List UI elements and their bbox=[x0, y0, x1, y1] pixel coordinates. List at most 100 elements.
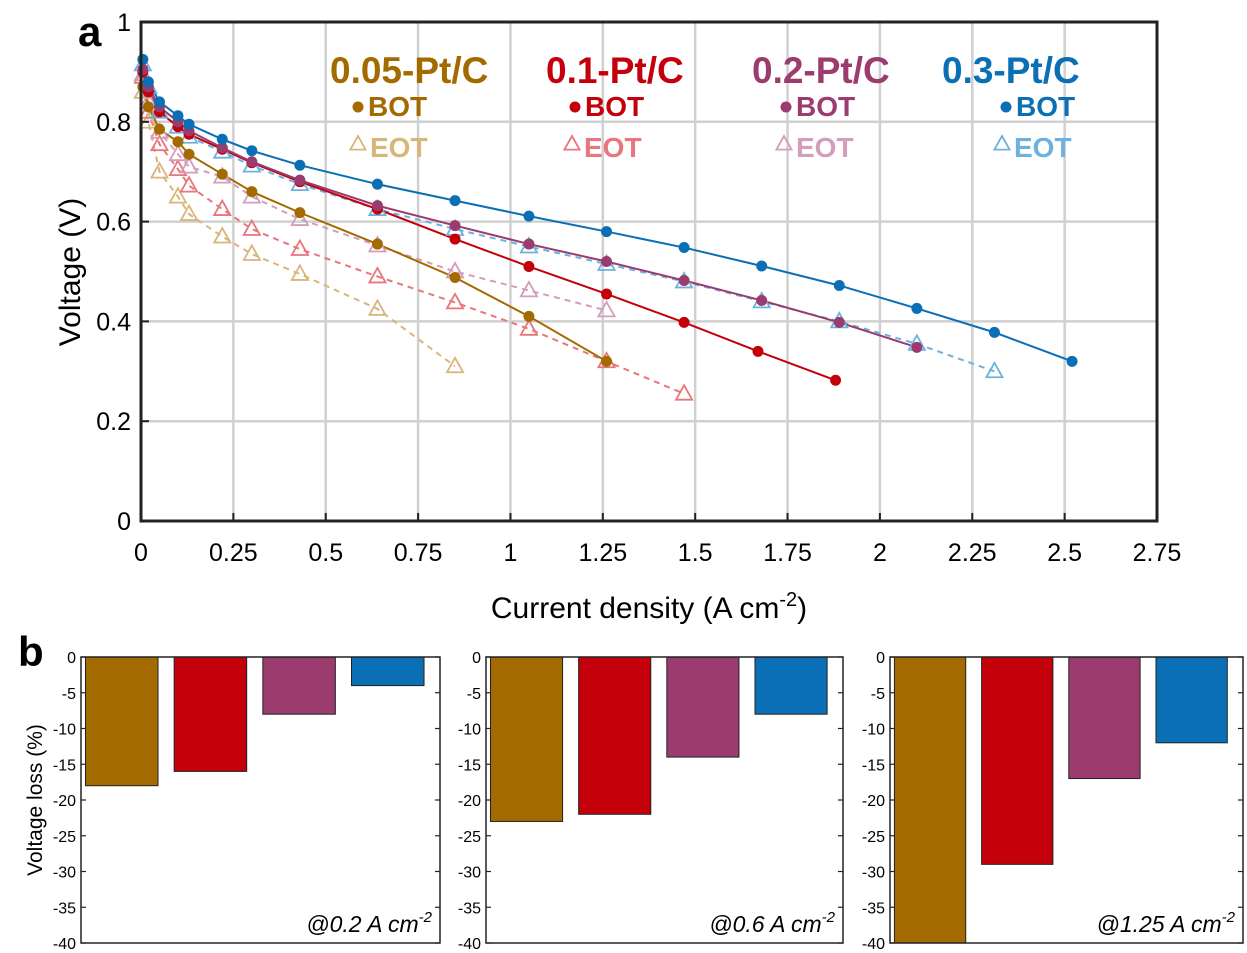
y-tick-label: -25 bbox=[458, 829, 481, 846]
bar-005PtC bbox=[489, 656, 564, 822]
data-point bbox=[172, 110, 184, 122]
data-point bbox=[294, 174, 306, 186]
data-point bbox=[246, 145, 258, 157]
annotation-sup: -2 bbox=[822, 909, 836, 926]
data-point bbox=[290, 238, 310, 256]
data-point bbox=[523, 238, 535, 250]
data-point bbox=[242, 243, 262, 261]
y-tick-label: -15 bbox=[458, 757, 481, 774]
data-point bbox=[523, 261, 535, 273]
data-point bbox=[242, 218, 262, 236]
data-point bbox=[212, 226, 232, 244]
x-axis-label-main: Current density (A cm bbox=[491, 592, 779, 625]
bar-02PtC bbox=[262, 656, 336, 715]
data-point bbox=[183, 118, 195, 130]
y-tick-label: -35 bbox=[862, 900, 885, 917]
data-point bbox=[988, 326, 1000, 338]
legend-eot-label: EOT bbox=[796, 132, 854, 163]
y-tick-label: 0.2 bbox=[96, 408, 131, 436]
x-tick-label: 0.25 bbox=[209, 539, 258, 567]
legend-eot-label: EOT bbox=[584, 132, 642, 163]
annotation-sup: -2 bbox=[1222, 909, 1236, 926]
bar-01PtC bbox=[173, 656, 248, 772]
legend-bot-marker bbox=[569, 101, 581, 113]
x-tick-label: 1 bbox=[504, 539, 518, 567]
x-tick-label: 1.25 bbox=[578, 539, 627, 567]
x-tick-label: 1.5 bbox=[678, 539, 713, 567]
y-tick-label: -15 bbox=[862, 757, 885, 774]
data-point bbox=[216, 142, 228, 154]
data-point bbox=[519, 280, 539, 298]
condition-annotation: @0.6 A cm-2 bbox=[709, 909, 835, 937]
data-point bbox=[149, 161, 170, 179]
bar-subplot: 0 -5 -10 -15 -20 -25 -30 -35 -40 @0.2 A cm-2 bbox=[53, 650, 441, 953]
bar-005PtC bbox=[893, 656, 967, 944]
data-point bbox=[678, 274, 690, 286]
data-point bbox=[523, 210, 535, 222]
y-tick-label: -20 bbox=[862, 793, 885, 810]
data-point bbox=[172, 136, 184, 148]
data-point bbox=[371, 200, 383, 212]
y-tick-label: 0.8 bbox=[96, 109, 131, 137]
bar-03PtC bbox=[1155, 656, 1228, 744]
data-point bbox=[678, 316, 690, 328]
y-tick-label: -10 bbox=[458, 722, 481, 739]
plot-frame bbox=[139, 20, 1159, 523]
data-point bbox=[179, 175, 199, 193]
data-point bbox=[830, 374, 842, 386]
data-point bbox=[756, 294, 768, 306]
data-point bbox=[216, 133, 228, 145]
data-point bbox=[752, 345, 764, 357]
annotation-main: @1.25 A cm bbox=[1096, 911, 1221, 937]
bar-03PtC bbox=[351, 656, 425, 687]
panel-b-bar-charts: b Voltage loss (%) 0-5-10-15-20-25-30-35… bbox=[18, 628, 1244, 953]
data-point bbox=[294, 207, 306, 219]
condition-annotation: @0.2 A cm-2 bbox=[306, 909, 432, 937]
panel-a-line-chart: 0 0.25 0.5 0.75 1 1.25 1.5 1.75 2 2.25 2.5 2.75 0 0.2… bbox=[54, 8, 1181, 625]
legend-title: 0.05-Pt/C bbox=[330, 50, 488, 91]
y-tick-label: -30 bbox=[862, 865, 885, 882]
x-axis-label: Current density (A cm-2) bbox=[491, 589, 807, 625]
y-tick-label: -35 bbox=[458, 900, 481, 917]
data-point bbox=[367, 266, 388, 284]
x-axis-label-sup: -2 bbox=[779, 589, 797, 611]
legend-eot-marker bbox=[562, 134, 582, 151]
data-point bbox=[246, 156, 258, 168]
data-point bbox=[371, 178, 383, 190]
legend-eot-marker bbox=[992, 134, 1012, 151]
data-point bbox=[984, 360, 1005, 379]
series-markers bbox=[133, 53, 1078, 401]
data-point bbox=[445, 292, 465, 310]
condition-annotation: @1.25 A cm-2 bbox=[1096, 909, 1235, 937]
data-point bbox=[833, 279, 845, 291]
data-point bbox=[142, 76, 154, 88]
y-tick-label: 0 bbox=[876, 650, 885, 667]
data-point bbox=[371, 238, 383, 250]
series-line-03PtC-eot bbox=[141, 64, 995, 373]
y-tick-label: -20 bbox=[53, 793, 76, 810]
bar-01PtC bbox=[578, 656, 652, 815]
legend-eot-label: EOT bbox=[370, 132, 428, 163]
y-tick-label: -5 bbox=[871, 686, 885, 703]
legend-bot-marker bbox=[780, 101, 792, 113]
data-point bbox=[149, 133, 170, 152]
data-point bbox=[601, 226, 613, 238]
y-tick-label: -40 bbox=[53, 936, 76, 953]
panel-label-b: b bbox=[18, 628, 44, 675]
y-axis-label: Voltage (V) bbox=[54, 198, 87, 346]
legend-eot-marker bbox=[774, 134, 794, 151]
legend-title: 0.2-Pt/C bbox=[752, 50, 890, 91]
x-tick-label: 0.75 bbox=[394, 539, 443, 567]
axis-ticks: 0 0.25 0.5 0.75 1 1.25 1.5 1.75 2 2.25 2.5 2.75 0 0.2… bbox=[96, 9, 1181, 567]
data-point bbox=[179, 156, 199, 174]
data-point bbox=[601, 288, 613, 300]
legend-title: 0.1-Pt/C bbox=[546, 50, 684, 91]
annotation-main: @0.2 A cm bbox=[306, 911, 418, 937]
bar-plot-frame bbox=[485, 656, 844, 944]
legend-bot-label: BOT bbox=[1016, 91, 1075, 122]
y-tick-label: 0.6 bbox=[96, 209, 131, 237]
y-tick-label: -40 bbox=[862, 936, 885, 953]
legend-eot-label: EOT bbox=[1014, 132, 1072, 163]
legend-bot-label: BOT bbox=[585, 91, 644, 122]
